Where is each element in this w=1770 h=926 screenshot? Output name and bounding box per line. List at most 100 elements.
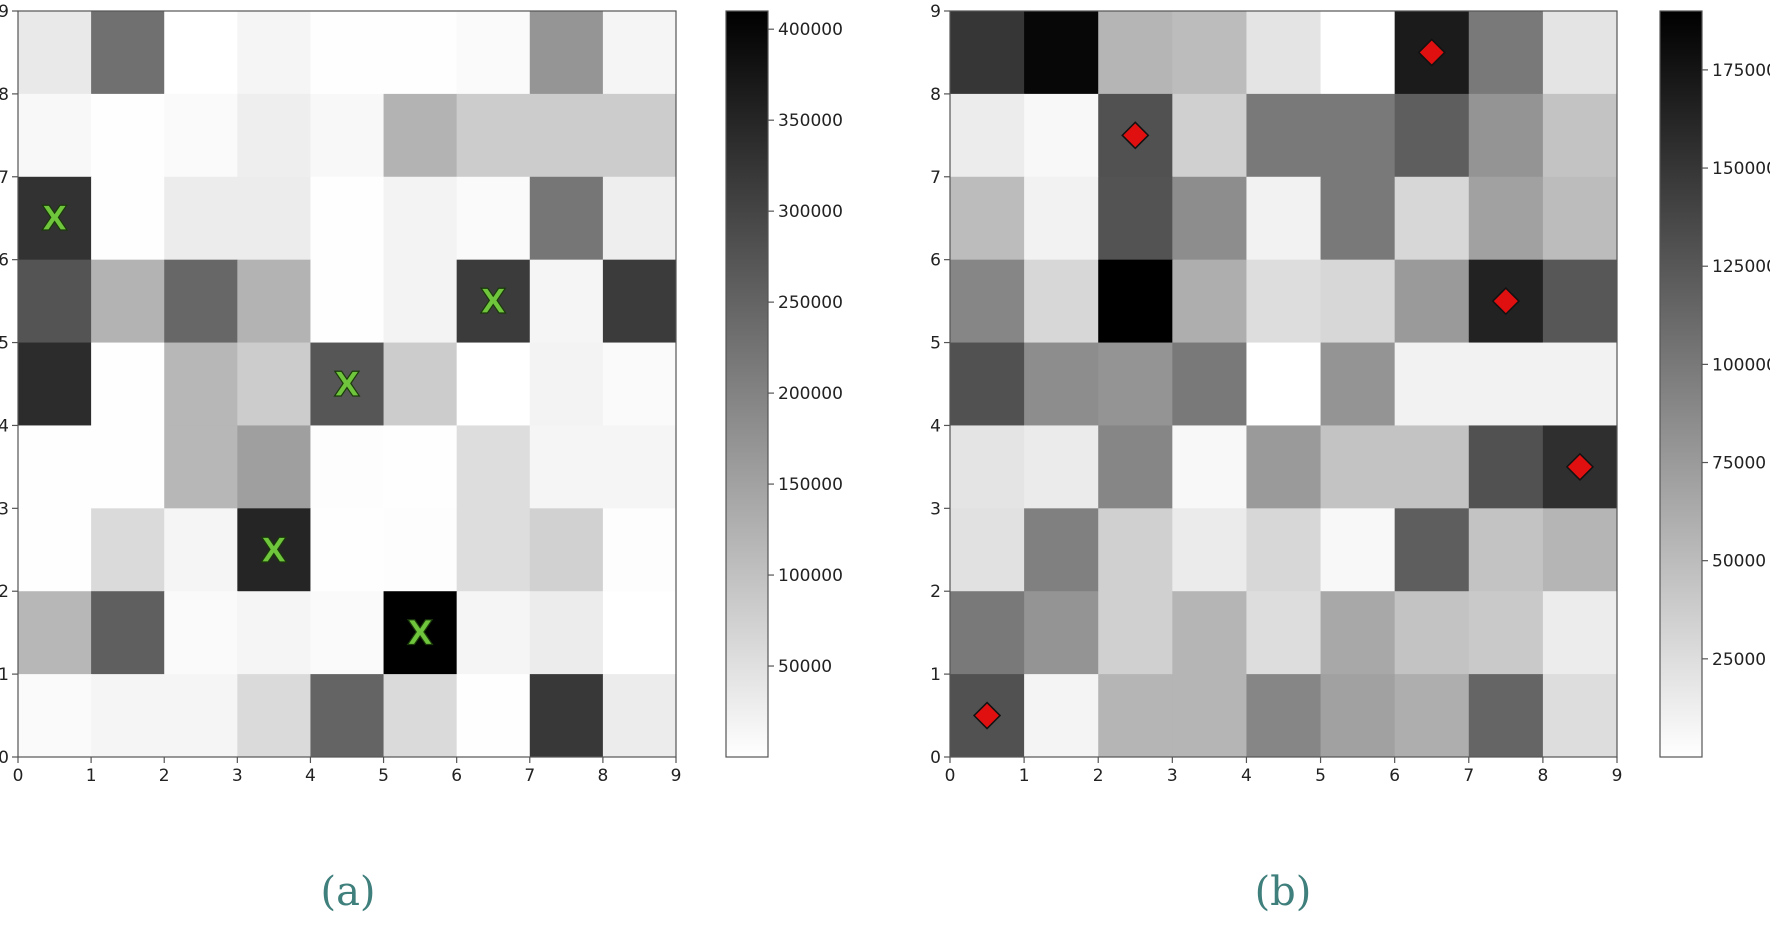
panel-label: (b) bbox=[1255, 869, 1312, 915]
heatmap-cell bbox=[529, 508, 604, 592]
heatmap-cell bbox=[91, 674, 165, 758]
y-tick-label: 2 bbox=[0, 582, 9, 602]
x-tick-label: 3 bbox=[232, 766, 243, 786]
heatmap-cell bbox=[1468, 508, 1544, 592]
heatmap-cell bbox=[1098, 674, 1173, 758]
y-tick-label: 7 bbox=[0, 168, 9, 188]
heatmap-cell bbox=[1098, 342, 1173, 426]
heatmap-cell bbox=[91, 93, 165, 178]
heatmap-cell bbox=[383, 425, 458, 509]
heatmap-cell bbox=[456, 591, 531, 675]
heatmap-cell bbox=[237, 11, 311, 95]
x-tick-label: 0 bbox=[945, 766, 956, 786]
heatmap-cell bbox=[1394, 176, 1470, 261]
x-tick-label: 1 bbox=[86, 766, 97, 786]
heatmap-cell bbox=[237, 674, 311, 758]
heatmap-cell bbox=[456, 425, 531, 509]
heatmap-cell bbox=[529, 425, 604, 509]
heatmap-cell bbox=[1468, 674, 1544, 758]
heatmap-cell bbox=[1172, 93, 1247, 178]
heatmap-cell bbox=[310, 674, 385, 758]
heatmap-cell bbox=[950, 11, 1025, 95]
heatmap-cell bbox=[1246, 508, 1322, 592]
heatmap-cell bbox=[91, 425, 165, 509]
heatmap-cell bbox=[1468, 591, 1544, 675]
heatmap-cell bbox=[1394, 591, 1470, 675]
y-tick-label: 1 bbox=[0, 665, 9, 685]
colorbar-tick-label: 200000 bbox=[778, 384, 843, 404]
heatmap-cell bbox=[1320, 259, 1396, 344]
heatmap-cell bbox=[383, 93, 458, 178]
colorbar bbox=[1659, 10, 1703, 758]
heatmap-cell bbox=[602, 176, 677, 261]
heatmap-cell bbox=[1542, 259, 1618, 344]
x-tick-label: 4 bbox=[1241, 766, 1252, 786]
colorbar bbox=[725, 10, 769, 758]
y-tick-label: 0 bbox=[0, 748, 9, 768]
heatmap-cell bbox=[529, 259, 604, 344]
y-tick-label: 6 bbox=[0, 251, 9, 271]
heatmap-cell bbox=[1098, 591, 1173, 675]
panel-label: (a) bbox=[320, 869, 375, 915]
heatmap-cell bbox=[18, 425, 92, 509]
x-tick-label: 6 bbox=[451, 766, 462, 786]
heatmap-cell bbox=[237, 93, 311, 178]
y-tick-label: 4 bbox=[930, 416, 941, 436]
diamond-marker bbox=[1565, 452, 1595, 481]
x-marker: X bbox=[261, 531, 287, 571]
heatmap-cell bbox=[164, 93, 238, 178]
y-tick-label: 3 bbox=[0, 499, 9, 519]
heatmap-cell bbox=[456, 176, 531, 261]
diamond-marker bbox=[1491, 287, 1520, 316]
x-tick-label: 3 bbox=[1167, 766, 1178, 786]
heatmap-cell bbox=[1098, 259, 1173, 344]
heatmap-cell bbox=[1394, 259, 1470, 344]
heatmap-cell bbox=[602, 259, 677, 344]
heatmap-cell bbox=[1246, 674, 1322, 758]
heatmap-cell bbox=[1246, 93, 1322, 178]
heatmap-cell bbox=[91, 176, 165, 261]
heatmap-cell bbox=[1024, 342, 1099, 426]
heatmap-cell bbox=[91, 591, 165, 675]
heatmap-cell bbox=[237, 508, 311, 592]
y-tick-label: 2 bbox=[930, 582, 941, 602]
heatmap-cell bbox=[237, 342, 311, 426]
heatmap-cell bbox=[1246, 591, 1322, 675]
heatmap-cell bbox=[1320, 93, 1396, 178]
heatmap-cell bbox=[529, 342, 604, 426]
heatmap-cell bbox=[1246, 425, 1322, 509]
heatmap-cell bbox=[1468, 11, 1544, 95]
heatmap-cell bbox=[18, 591, 92, 675]
heatmap-cell bbox=[1024, 425, 1099, 509]
x-tick-label: 7 bbox=[1463, 766, 1474, 786]
x-tick-label: 1 bbox=[1019, 766, 1030, 786]
heatmap-cell bbox=[1172, 508, 1247, 592]
heatmap-cell bbox=[1246, 259, 1322, 344]
heatmap-cell bbox=[602, 342, 677, 426]
heatmap-cell bbox=[950, 508, 1025, 592]
heatmap-cell bbox=[950, 591, 1025, 675]
x-tick-label: 7 bbox=[524, 766, 535, 786]
heatmap-cell bbox=[1542, 674, 1618, 758]
heatmap-cell bbox=[18, 674, 92, 758]
heatmap-cell bbox=[456, 342, 531, 426]
heatmap-cell bbox=[310, 508, 385, 592]
heatmap-cell bbox=[91, 508, 165, 592]
heatmap-cell bbox=[1172, 591, 1247, 675]
heatmap-cell bbox=[237, 259, 311, 344]
diamond-marker bbox=[1417, 38, 1446, 67]
heatmap-cell bbox=[383, 176, 458, 261]
x-tick-label: 8 bbox=[597, 766, 608, 786]
heatmap-cell bbox=[383, 259, 458, 344]
heatmap-cell bbox=[1098, 11, 1173, 95]
heatmap-cell bbox=[1394, 674, 1470, 758]
heatmap-cell bbox=[383, 508, 458, 592]
heatmap-cell bbox=[1024, 176, 1099, 261]
heatmap-panel-1: 0 1 2 3 4 5 6 7 8 9 0 1 2 3 4 5 6 7 8 9 X X X X X 50000 100000 1500… bbox=[0, 2, 843, 915]
x-tick-label: 0 bbox=[13, 766, 24, 786]
heatmap-cell bbox=[164, 11, 238, 95]
x-tick-label: 9 bbox=[671, 766, 682, 786]
y-tick-label: 7 bbox=[930, 168, 941, 188]
diamond-marker bbox=[972, 701, 1002, 730]
